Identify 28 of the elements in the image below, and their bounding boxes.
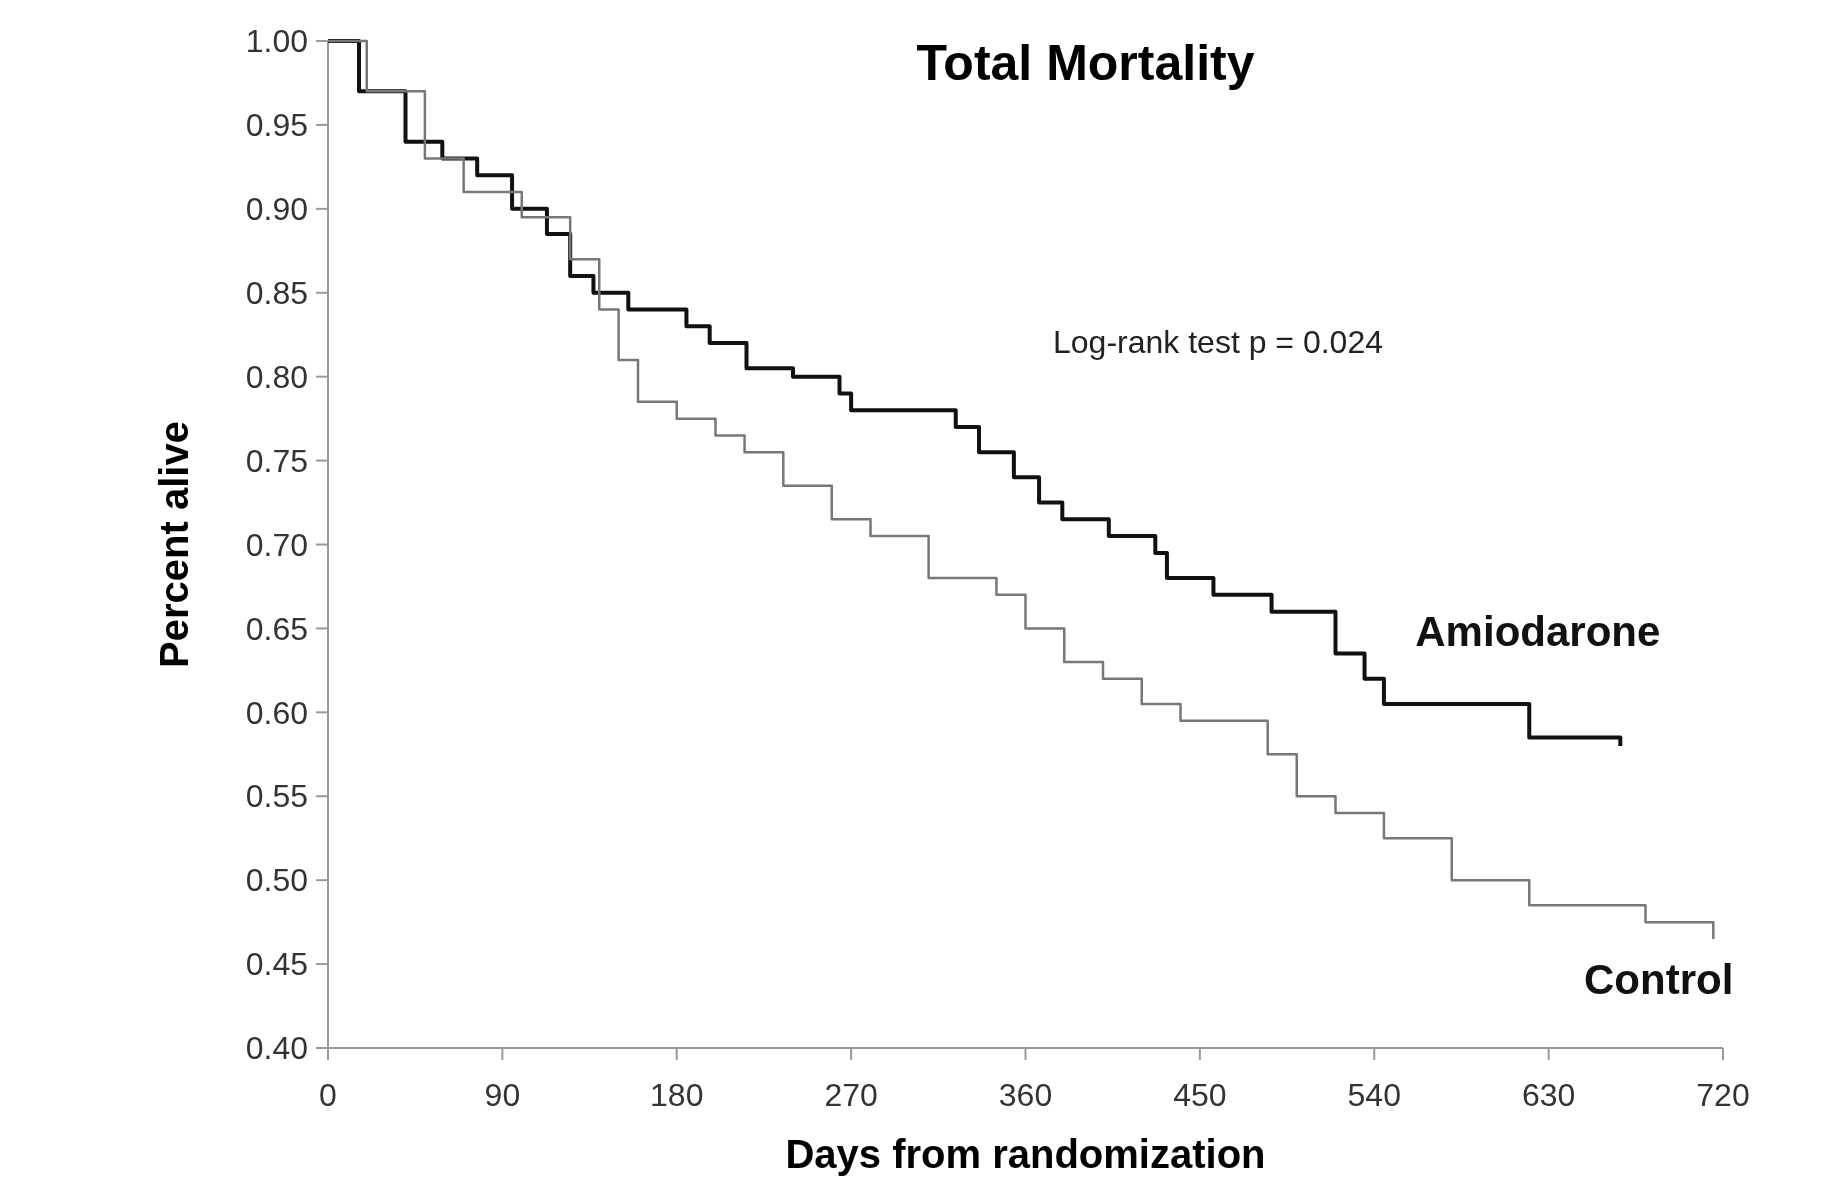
annotation: Log-rank test p = 0.024 <box>1053 324 1383 360</box>
y-tick-label: 0.75 <box>245 442 308 479</box>
chart-title: Total Mortality <box>916 35 1255 91</box>
x-tick-label: 540 <box>1347 1077 1401 1113</box>
y-tick-label: 0.80 <box>245 358 308 395</box>
y-tick-label: 0.50 <box>245 862 308 899</box>
y-tick-label: 0.65 <box>245 610 308 647</box>
x-axis-title: Days from randomization <box>785 1132 1266 1176</box>
x-tick-label: 360 <box>998 1077 1053 1113</box>
y-tick-label: 0.85 <box>245 274 308 311</box>
x-tick-label: 0 <box>319 1077 337 1113</box>
x-tick-label: 90 <box>484 1077 521 1113</box>
y-tick-label: 0.90 <box>245 191 308 228</box>
x-tick-label: 630 <box>1521 1077 1576 1113</box>
y-tick-label: 0.45 <box>245 946 308 983</box>
series-label: Control <box>1584 955 1734 1003</box>
x-tick-label: 180 <box>650 1077 704 1113</box>
y-tick-label: 0.40 <box>245 1030 308 1067</box>
y-tick-label: 0.95 <box>245 107 308 144</box>
x-tick-label: 270 <box>824 1077 878 1113</box>
y-tick-label: 0.70 <box>245 526 308 563</box>
x-tick-label: 720 <box>1696 1077 1750 1113</box>
y-axis-title: Percent alive <box>152 421 196 668</box>
y-tick-label: 1.00 <box>245 23 308 60</box>
y-tick-label: 0.60 <box>245 694 308 731</box>
series-label: Amiodarone <box>1415 607 1661 655</box>
x-tick-label: 450 <box>1173 1077 1227 1113</box>
y-tick-label: 0.55 <box>245 778 308 815</box>
